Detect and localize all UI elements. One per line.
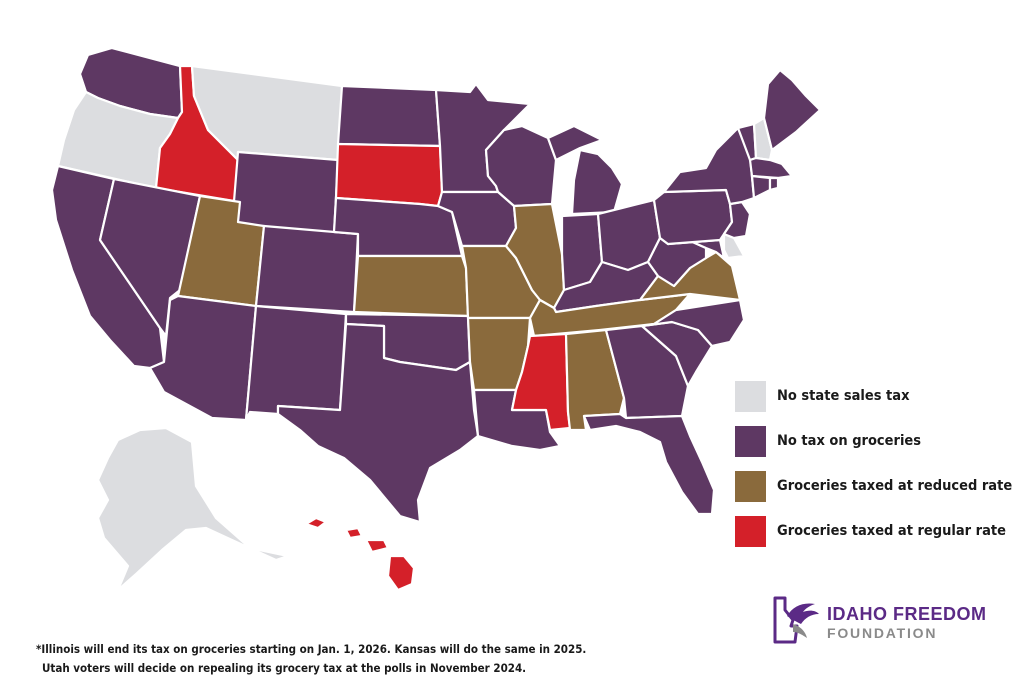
logo-name-line2: FOUNDATION (827, 625, 938, 641)
idaho-eagle-logo-icon (773, 596, 819, 644)
state-NM (244, 304, 348, 422)
logo-name-line1: IDAHO FREEDOM (827, 604, 987, 624)
state-CT (750, 174, 772, 200)
footnote: *Illinois will end its tax on groceries … (36, 640, 586, 678)
legend-item-exempt: No tax on groceries (735, 425, 1020, 457)
legend-swatch-reduced (735, 470, 766, 502)
legend-label-regular: Groceries taxed at regular rate (777, 523, 1006, 539)
legend-label-reduced: Groceries taxed at reduced rate (777, 478, 1013, 494)
footnote-line-2: Utah voters will decide on repealing its… (42, 661, 527, 675)
state-NJ (722, 200, 752, 240)
map-legend: No state sales tax No tax on groceries G… (735, 380, 1020, 560)
state-SD (334, 142, 444, 208)
legend-swatch-none (735, 380, 766, 412)
state-TN (528, 292, 692, 338)
state-MA (748, 156, 794, 180)
state-ME (762, 68, 822, 152)
us-states-map (50, 46, 822, 592)
state-HI (304, 516, 416, 592)
legend-item-regular: Groceries taxed at regular rate (735, 515, 1020, 547)
state-AK (96, 426, 290, 592)
state-TX (276, 322, 480, 524)
state-NH (752, 116, 774, 162)
state-CO (254, 224, 360, 314)
state-ND (336, 84, 442, 148)
legend-swatch-exempt (735, 425, 766, 457)
state-MI (546, 124, 624, 216)
footnote-line-1: *Illinois will end its tax on groceries … (36, 642, 587, 656)
legend-item-none: No state sales tax (735, 380, 1020, 412)
legend-item-reduced: Groceries taxed at reduced rate (735, 470, 1020, 502)
state-PA (652, 188, 734, 246)
state-RI (768, 176, 780, 192)
idaho-freedom-foundation-logo: IDAHO FREEDOM FOUNDATION (771, 596, 986, 646)
state-NC (640, 298, 746, 348)
state-FL (582, 412, 716, 516)
legend-label-exempt: No tax on groceries (777, 433, 922, 449)
legend-swatch-regular (735, 515, 766, 547)
state-WY (230, 150, 340, 236)
legend-label-none: No state sales tax (777, 388, 910, 404)
state-KS (352, 254, 470, 318)
